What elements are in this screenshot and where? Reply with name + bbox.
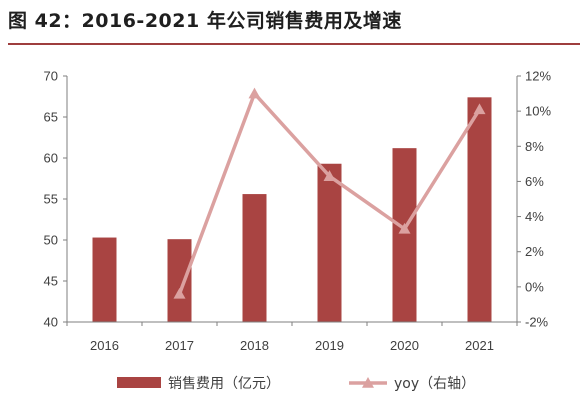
axes-layer (63, 75, 521, 326)
legend: 销售费用（亿元） yoy（右轴） (117, 376, 475, 392)
x-tick-label: 2021 (465, 338, 494, 353)
yoy-point-2018 (248, 87, 261, 99)
right-tick-label: 2% (525, 244, 544, 259)
right-tick-label: 8% (525, 139, 544, 154)
legend-line-label: yoy（右轴） (394, 376, 475, 392)
left-tick-label: 40 (44, 315, 58, 330)
yoy-point-2019 (323, 170, 336, 181)
legend-bar-label: 销售费用（亿元） (168, 376, 280, 392)
left-tick-label: 55 (44, 192, 58, 207)
yoy-point-2020 (398, 222, 411, 234)
left-tick-label: 60 (44, 151, 58, 166)
tick-labels-layer: 40 45 50 55 60 65 70 -2% 0% 2% 4% 6% 8% 10% 12% 2016 201… (44, 69, 552, 354)
x-tick-label: 2019 (315, 338, 344, 353)
bars-layer (92, 97, 492, 322)
yoy-line-layer (173, 87, 486, 299)
legend-bar-swatch (117, 377, 161, 388)
x-tick-label: 2018 (240, 338, 269, 353)
yoy-point-2017 (173, 287, 186, 299)
title-divider (8, 43, 580, 45)
right-tick-label: 0% (525, 279, 544, 294)
x-tick-label: 2020 (390, 338, 419, 353)
figure-title: 图 42：2016-2021 年公司销售费用及增速 (8, 10, 402, 32)
bar-2021 (467, 97, 492, 322)
left-tick-label: 70 (44, 69, 58, 84)
right-tick-label: 4% (525, 209, 544, 224)
right-tick-label: 12% (525, 69, 551, 84)
bar-2019 (317, 163, 342, 322)
bar-2016 (92, 237, 117, 322)
bar-2020 (392, 148, 417, 322)
left-tick-label: 50 (44, 233, 58, 248)
right-tick-label: 6% (525, 174, 544, 189)
bar-2017 (167, 239, 192, 322)
x-tick-label: 2017 (165, 338, 194, 353)
yoy-point-2021 (473, 103, 486, 115)
left-tick-label: 45 (44, 274, 58, 289)
right-tick-label: -2% (525, 315, 549, 330)
bar-2018 (242, 194, 267, 322)
x-tick-label: 2016 (90, 338, 119, 353)
right-tick-label: 10% (525, 104, 551, 119)
left-tick-label: 65 (44, 110, 58, 125)
legend-triangle-marker (362, 377, 374, 388)
